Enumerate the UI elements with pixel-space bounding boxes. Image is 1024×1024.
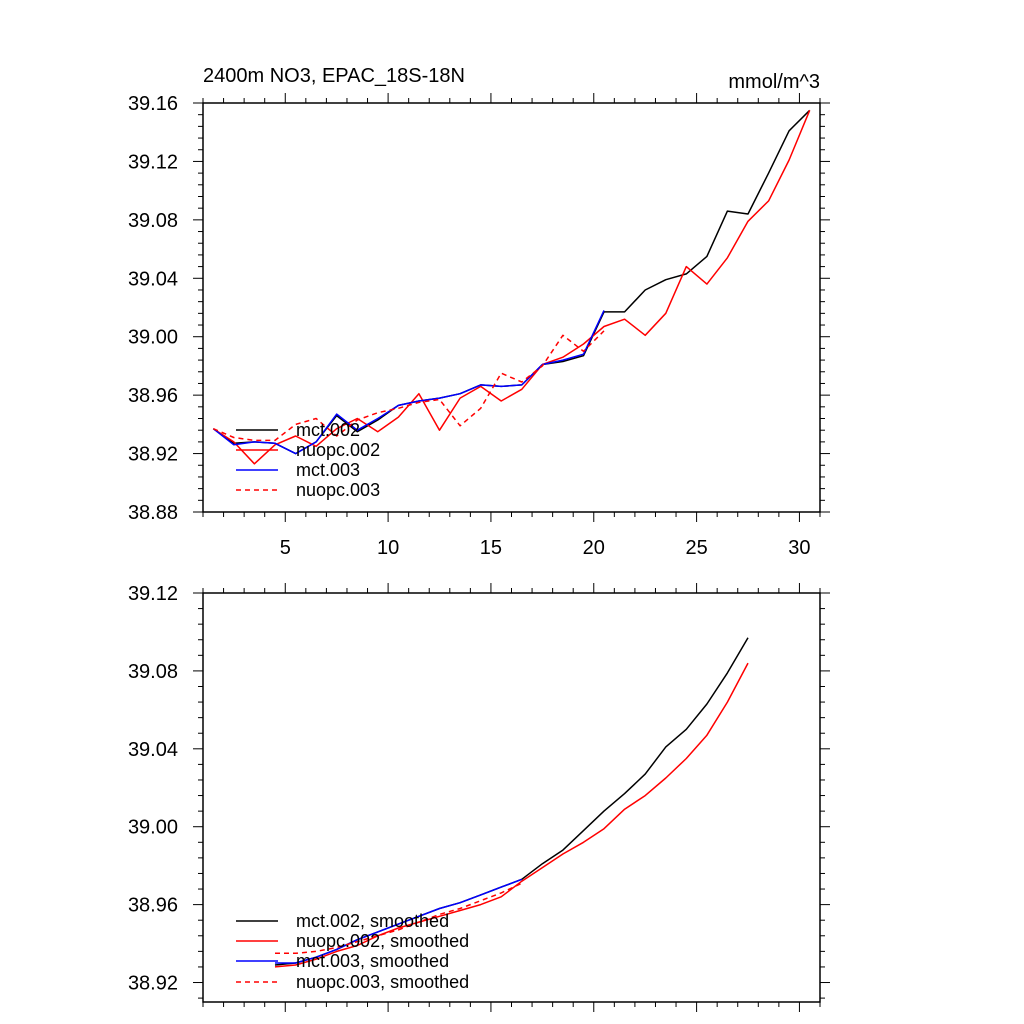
series-line-nuopc-003 <box>213 330 605 442</box>
x-tick-label: 10 <box>377 537 399 559</box>
x-tick-label: 20 <box>583 537 605 559</box>
y-tick-label: 39.12 <box>128 151 178 173</box>
series-line-nuopc-002 <box>212 110 811 465</box>
top-panel: 2400m NO3, EPAC_18S-18N mmol/m^3 5 10 15 20… <box>128 65 830 559</box>
x-tick-label: 30 <box>788 537 810 559</box>
axes-top: 5 10 15 20 25 30 38.88 38.92 38.96 39.00 39.04 39.0… <box>128 93 830 559</box>
legend-top: mct.002 nuopc.002 mct.003 nuopc.003 <box>236 420 380 500</box>
y-tick-label: 38.92 <box>128 444 178 466</box>
x-tick-label: 15 <box>480 537 502 559</box>
series-group-bottom <box>274 637 749 968</box>
legend-label-mct-002: mct.002 <box>296 420 360 440</box>
legend-label-mct-003-smoothed: mct.003, smoothed <box>296 951 449 971</box>
legend-label-mct-002-smoothed: mct.002, smoothed <box>296 911 449 931</box>
series-line-mct-003 <box>212 310 605 455</box>
y-tick-label: 39.16 <box>128 93 178 115</box>
series-line-mct-002 <box>212 109 811 455</box>
y-tick-label: 39.04 <box>128 739 178 761</box>
bottom-panel: 38.92 38.96 39.00 39.04 39.08 39.12 mct.002, … <box>128 583 830 1012</box>
legend-label-mct-003: mct.003 <box>296 460 360 480</box>
chart-title: 2400m NO3, EPAC_18S-18N <box>203 65 465 87</box>
y-tick-label: 39.12 <box>128 583 178 605</box>
series-line-nuopc-003-smoothed <box>275 882 523 955</box>
x-tick-label: 25 <box>685 537 707 559</box>
y-tick-label: 39.00 <box>128 327 178 349</box>
series-group-top <box>212 109 811 465</box>
legend-label-nuopc-002-smoothed: nuopc.002, smoothed <box>296 931 469 951</box>
axes-bottom: 38.92 38.96 39.00 39.04 39.08 39.12 <box>128 583 830 1012</box>
legend-label-nuopc-003: nuopc.003 <box>296 480 380 500</box>
y-tick-label: 39.08 <box>128 661 178 683</box>
units-label: mmol/m^3 <box>728 71 820 93</box>
legend-label-nuopc-003-smoothed: nuopc.003, smoothed <box>296 972 469 992</box>
series-line-nuopc-002-smoothed <box>274 662 749 968</box>
legend-bottom: mct.002, smoothed nuopc.002, smoothed mc… <box>236 911 469 992</box>
y-tick-label: 38.96 <box>128 895 178 917</box>
y-tick-label: 38.88 <box>128 502 178 524</box>
y-tick-label: 39.04 <box>128 268 178 290</box>
y-tick-label: 38.92 <box>128 973 178 995</box>
x-tick-label: 5 <box>280 537 291 559</box>
y-tick-label: 39.00 <box>128 817 178 839</box>
legend-label-nuopc-002: nuopc.002 <box>296 440 380 460</box>
y-tick-label: 39.08 <box>128 210 178 232</box>
y-tick-label: 38.96 <box>128 385 178 407</box>
series-line-mct-003-smoothed <box>275 878 523 964</box>
